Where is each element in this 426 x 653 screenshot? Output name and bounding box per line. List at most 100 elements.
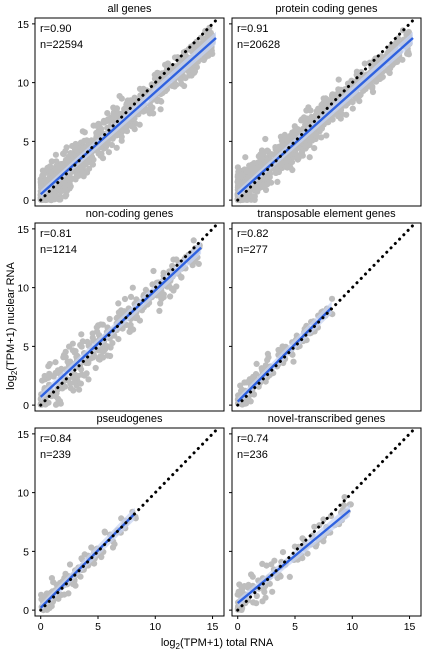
panel-title: novel-transcribed genes [268, 413, 386, 425]
panel-6: novel-transcribed genes r=0.74 n=236 0 5 10 15 [229, 413, 422, 633]
y-tick-label: 0 [23, 195, 29, 207]
scatter-point [136, 317, 143, 324]
scatter-point [108, 141, 115, 149]
scatter-point [313, 131, 320, 139]
scatter-point [127, 293, 135, 300]
scatter-point [320, 95, 327, 102]
scatter-point [71, 175, 78, 182]
scatter-point [71, 349, 78, 356]
y-tick-label: 5 [23, 136, 29, 148]
scatter-point [85, 376, 92, 383]
scatter-point [46, 603, 54, 610]
scatter-point [323, 132, 330, 139]
scatter-point [70, 387, 77, 394]
scatter-point [244, 196, 251, 203]
scatter-point [311, 145, 318, 152]
scatter-point [78, 331, 85, 338]
scatter-point [56, 398, 64, 405]
scatter-point [128, 123, 135, 130]
scatter-point [94, 328, 101, 335]
count-label: n=20628 [237, 39, 280, 51]
panel-title: protein coding genes [275, 3, 378, 15]
scatter-point [178, 274, 185, 281]
scatter-point [340, 502, 347, 509]
scatter-point [53, 158, 60, 165]
scatter-point [52, 151, 60, 158]
scatter-point [72, 140, 79, 148]
count-label: n=239 [40, 449, 71, 461]
scatter-point [61, 383, 69, 390]
scatter-point [268, 151, 275, 158]
scatter-point [238, 588, 245, 595]
scatter-point [264, 350, 271, 357]
scatter-point [97, 353, 104, 360]
scatter-point [188, 72, 195, 79]
panel-frame [231, 427, 422, 617]
scatter-point [109, 544, 117, 551]
scatter-point [98, 553, 105, 561]
scatter-point [357, 91, 364, 98]
scatter-point [289, 129, 296, 136]
scatter-point [252, 371, 260, 378]
scatter-point [113, 105, 121, 112]
identity-line [39, 18, 220, 202]
scatter-point [105, 116, 112, 123]
scatter-point [61, 591, 68, 598]
scatter-point [258, 155, 265, 162]
scatter-point [121, 295, 129, 303]
x-tick-label: 0 [235, 621, 241, 633]
scatter-point [250, 193, 257, 200]
x-tick-label: 0 [38, 621, 44, 633]
scatter-point [404, 50, 411, 57]
scatter-point [249, 162, 256, 169]
scatter-point [92, 364, 99, 372]
scatter-point [121, 106, 128, 113]
scatter-point [284, 137, 291, 144]
scatter-point [278, 137, 285, 144]
scatter-point [305, 104, 312, 111]
panel-5: pseudogenes r=0.84 n=239 0 5 10 15 0 5 10 15 [17, 413, 225, 633]
scatter-point [157, 300, 164, 307]
scatter-point [76, 386, 83, 393]
scatter-point [335, 113, 342, 120]
scatter-point [288, 159, 296, 166]
scatter-point [43, 196, 50, 203]
x-axis-label-rest: (TPM+1) total RNA [180, 637, 274, 649]
scatter-point [37, 178, 44, 185]
scatter-point [81, 129, 88, 136]
scatter-point [129, 284, 136, 291]
scatter-point [299, 152, 306, 159]
scatter-point [311, 523, 318, 530]
scatter-point [378, 74, 385, 81]
scatter-point [66, 343, 73, 350]
scatter-point [268, 179, 275, 186]
scatter-point [341, 494, 348, 501]
scatter-point [63, 192, 70, 199]
scatter-point [77, 380, 84, 387]
scatter-point [200, 56, 207, 64]
scatter-point [77, 341, 84, 349]
scatter-point [47, 163, 54, 170]
scatter-point [253, 592, 260, 600]
x-tick-label: 10 [346, 621, 358, 633]
scatter-point [236, 581, 243, 588]
identity-line [236, 18, 417, 202]
count-label: n=236 [237, 449, 268, 461]
scatter-point [318, 134, 325, 141]
panel-frame [34, 427, 225, 617]
x-axis-label-sub: 2 [176, 642, 181, 651]
scatter-point [52, 359, 59, 366]
identity-line [236, 428, 417, 612]
scatter-point [243, 379, 250, 386]
scatter-point [181, 82, 188, 90]
scatter-point [182, 75, 189, 82]
scatter-point [237, 382, 244, 389]
scatter-point [107, 352, 114, 360]
scatter-point [166, 283, 173, 290]
scatter-point [262, 186, 270, 194]
y-tick-label: 15 [17, 19, 29, 31]
scatter-point [287, 164, 294, 171]
scatter-point [303, 121, 310, 128]
scatter-point [91, 560, 98, 567]
scatter-point [258, 147, 266, 154]
